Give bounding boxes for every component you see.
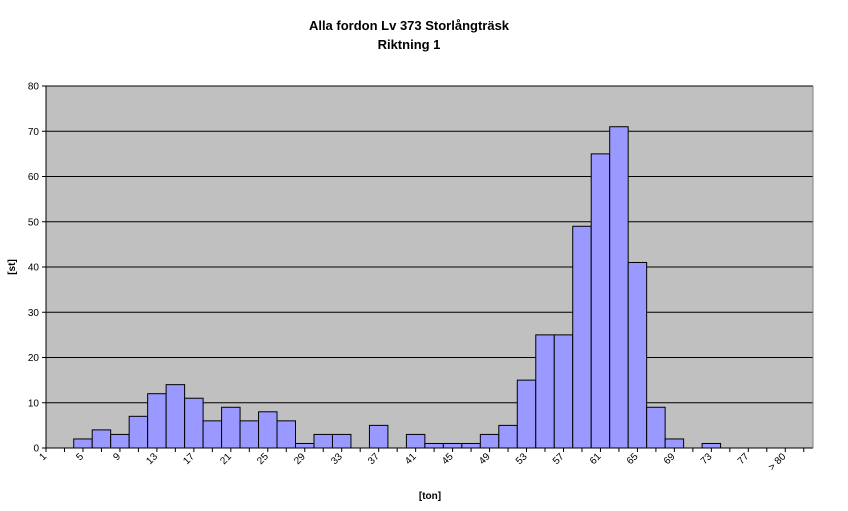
bar (424, 442, 444, 449)
x-tick-label: 13 (144, 451, 160, 467)
bar (368, 424, 389, 449)
x-tick-label: 5 (74, 451, 86, 463)
bar (221, 406, 241, 449)
bar (572, 225, 592, 449)
bar (498, 424, 518, 449)
x-tick-label: 37 (366, 451, 382, 467)
x-tick-labels: 1 5 9 13 17 21 25 29 33 37 41 45 49 53 57 61 65 69 73 77 > 8… (37, 448, 805, 473)
x-tick-label: 73 (699, 451, 715, 467)
y-tick-label: 50 (28, 217, 40, 228)
bar (313, 433, 333, 449)
x-tick-label: 29 (292, 451, 308, 467)
chart-title: Alla fordon Lv 373 Storlångträsk (308, 18, 510, 33)
bar (258, 411, 278, 449)
bar (73, 438, 93, 449)
bar (646, 406, 666, 449)
bar (516, 379, 537, 449)
y-axis-label: [st] (7, 259, 18, 275)
bar (701, 442, 722, 449)
y-tick-label: 40 (28, 263, 40, 274)
bar (553, 334, 574, 449)
bar (295, 442, 315, 449)
bars (73, 126, 722, 449)
bar (331, 433, 352, 449)
x-tick-label: 17 (181, 451, 197, 467)
bar (110, 433, 130, 449)
y-tick-label: 60 (28, 172, 40, 183)
y-tick-label: 10 (28, 398, 40, 409)
x-tick-label: 45 (440, 451, 456, 467)
x-axis-label: [ton] (419, 491, 441, 502)
y-tick-label: 20 (28, 353, 40, 364)
y-tick-label: 30 (28, 308, 40, 319)
bar (184, 397, 204, 449)
gridlines (46, 85, 813, 404)
x-tick-label: 61 (588, 451, 604, 467)
x-tick-label: 65 (625, 451, 641, 467)
x-tick-label: > 80 (767, 451, 789, 473)
bar (535, 334, 555, 449)
y-tick-label: 0 (33, 444, 39, 455)
bar (128, 415, 149, 449)
x-tick-label: 21 (218, 451, 234, 467)
x-tick-label: 9 (111, 451, 123, 463)
bar (590, 153, 611, 449)
bar (479, 433, 500, 449)
y-tick-labels: 0 10 20 30 40 50 60 70 80 (28, 82, 46, 455)
x-tick-label: 69 (662, 451, 678, 467)
bar (202, 420, 223, 449)
x-tick-label: 53 (514, 451, 530, 467)
x-tick-label: 41 (403, 451, 419, 467)
bar (91, 429, 112, 449)
bar (276, 420, 296, 449)
y-tick-label: 70 (28, 127, 40, 138)
bar (239, 420, 260, 449)
bar (664, 438, 685, 449)
bar (442, 442, 463, 449)
x-tick-label: 77 (736, 451, 752, 467)
bar (147, 393, 167, 449)
bar (405, 433, 426, 449)
bar (609, 126, 629, 449)
y-tick-label: 80 (28, 82, 40, 93)
bar (461, 442, 481, 449)
chart-subtitle: Riktning 1 (377, 37, 441, 52)
x-tick-label: 25 (255, 451, 271, 467)
bar (165, 384, 186, 449)
x-tick-label: 1 (37, 451, 49, 463)
x-tick-label: 33 (329, 451, 345, 467)
x-tick-label: 49 (477, 451, 493, 467)
x-tick-label: 57 (551, 451, 567, 467)
bar (627, 261, 648, 449)
